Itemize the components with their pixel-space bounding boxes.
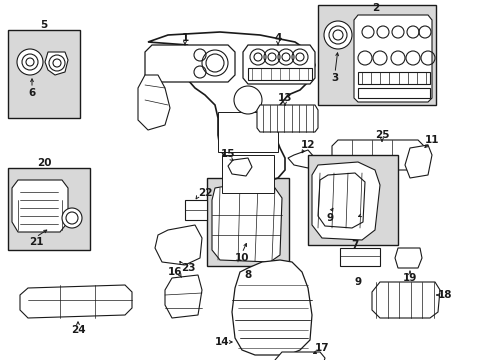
Text: 19: 19 [402, 273, 416, 283]
Polygon shape [394, 248, 421, 268]
Polygon shape [227, 158, 251, 176]
Polygon shape [155, 225, 202, 265]
Text: 9: 9 [354, 277, 361, 287]
Bar [317, 5, 435, 105]
Text: 10: 10 [234, 253, 249, 263]
Polygon shape [164, 275, 202, 318]
Text: 23: 23 [181, 263, 195, 273]
Bar [357, 72, 429, 84]
Text: 15: 15 [220, 149, 235, 159]
Bar [222, 155, 273, 193]
Text: 22: 22 [197, 188, 212, 198]
Polygon shape [12, 180, 68, 232]
Text: 1: 1 [181, 33, 188, 43]
Text: 11: 11 [424, 135, 438, 145]
Text: 20: 20 [37, 158, 51, 168]
Text: 25: 25 [374, 130, 388, 140]
Polygon shape [231, 260, 311, 355]
Text: 5: 5 [41, 20, 47, 30]
Bar [218, 112, 278, 152]
Text: 2: 2 [372, 3, 379, 13]
Bar [247, 68, 311, 80]
Polygon shape [257, 105, 317, 132]
Text: 9: 9 [326, 213, 333, 223]
Bar [184, 200, 206, 220]
Polygon shape [404, 145, 431, 178]
Polygon shape [145, 45, 235, 82]
Polygon shape [138, 75, 170, 130]
Text: 14: 14 [214, 337, 229, 347]
Text: 21: 21 [29, 237, 43, 247]
Text: 16: 16 [167, 267, 182, 277]
Text: 18: 18 [437, 290, 451, 300]
Circle shape [62, 208, 82, 228]
Circle shape [234, 86, 262, 114]
Polygon shape [287, 150, 314, 168]
Polygon shape [331, 140, 423, 170]
Bar [307, 155, 397, 245]
Polygon shape [317, 173, 364, 228]
Text: 12: 12 [300, 140, 315, 150]
Text: 8: 8 [244, 270, 251, 280]
Polygon shape [212, 185, 282, 262]
Bar [206, 178, 288, 266]
Text: 17: 17 [314, 343, 328, 353]
Text: 4: 4 [274, 33, 281, 43]
Polygon shape [243, 45, 314, 84]
Text: 3: 3 [331, 73, 338, 83]
Text: 7: 7 [350, 240, 358, 250]
Polygon shape [353, 15, 431, 102]
Bar [339, 248, 379, 266]
Bar [357, 88, 429, 98]
Polygon shape [371, 282, 439, 318]
Text: 13: 13 [277, 93, 292, 103]
Text: 6: 6 [28, 88, 36, 98]
Polygon shape [311, 162, 379, 240]
Circle shape [324, 21, 351, 49]
Polygon shape [20, 285, 132, 318]
Text: 24: 24 [71, 325, 85, 335]
Polygon shape [45, 52, 68, 75]
Bar [8, 168, 90, 250]
Circle shape [17, 49, 43, 75]
Polygon shape [274, 352, 325, 360]
Bar [8, 30, 80, 118]
